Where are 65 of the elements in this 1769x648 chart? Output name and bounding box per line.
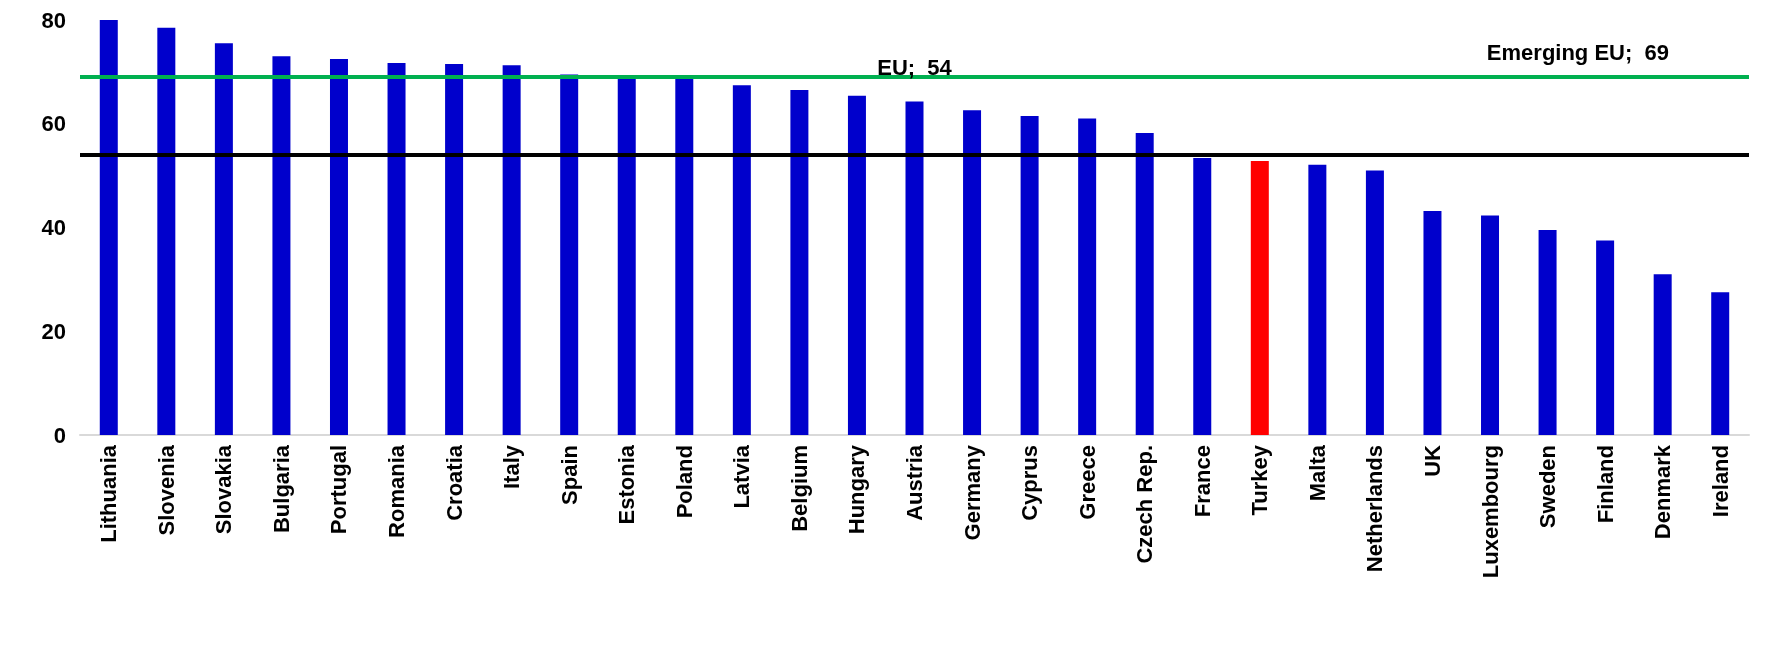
x-tick-label: Spain — [556, 445, 582, 505]
x-tick-label: Austria — [902, 444, 927, 521]
bar — [387, 63, 406, 435]
bar — [214, 43, 233, 435]
x-tick-label: Ireland — [1707, 445, 1733, 518]
bar — [272, 56, 291, 435]
x-tick-label: Italy — [499, 444, 525, 490]
bar — [1481, 215, 1500, 435]
bar — [1538, 230, 1557, 435]
bar — [1423, 210, 1442, 435]
bar — [847, 95, 866, 435]
x-tick-label: Czech Rep. — [1132, 445, 1158, 564]
bar — [329, 58, 348, 435]
bar — [732, 85, 751, 435]
y-tick-label: 40 — [41, 215, 66, 240]
y-tick-label: 60 — [41, 111, 66, 137]
y-tick-label: 80 — [41, 7, 66, 33]
x-tick-label: Sweden — [1535, 445, 1561, 529]
ref-line-label: EU; 54 — [877, 55, 953, 81]
x-tick-label: Netherlands — [1362, 445, 1388, 573]
x-tick-label: Denmark — [1650, 444, 1676, 540]
bar — [617, 77, 636, 435]
bar — [1020, 115, 1039, 435]
bar — [905, 101, 924, 435]
bar — [963, 110, 982, 435]
x-tick-label: Turkey — [1247, 444, 1273, 516]
ref-line-label: Emerging EU; 69 — [1486, 39, 1669, 65]
x-tick-label: Slovenia — [153, 444, 179, 536]
bar — [675, 78, 694, 435]
bar — [157, 27, 176, 435]
bar — [445, 64, 464, 435]
x-tick-label: Finland — [1592, 445, 1618, 524]
x-tick-label: Hungary — [844, 444, 870, 535]
bar — [99, 20, 118, 435]
bar — [502, 65, 521, 435]
bar — [1596, 240, 1615, 435]
x-tick-label: Estonia — [614, 444, 640, 525]
x-tick-label: Belgium — [786, 445, 812, 532]
bar — [1135, 133, 1154, 435]
x-tick-label: Greece — [1074, 445, 1100, 520]
bar — [1078, 118, 1097, 435]
x-tick-label: Latvia — [729, 444, 755, 509]
bar — [1308, 164, 1327, 435]
x-tick-label: Cyprus — [1017, 445, 1043, 521]
x-tick-label: France — [1189, 445, 1215, 518]
x-tick-label: Portugal — [326, 445, 352, 535]
x-tick-label: Malta — [1304, 444, 1330, 502]
bar — [1711, 292, 1730, 435]
x-tick-label: Bulgaria — [268, 444, 294, 534]
bar — [1653, 274, 1672, 435]
y-tick-label: 0 — [53, 422, 66, 448]
x-tick-label: Poland — [671, 445, 697, 519]
bar — [1193, 157, 1212, 435]
y-tick-label: 20 — [41, 318, 66, 344]
x-tick-label: Romania — [384, 444, 410, 538]
bar — [790, 90, 809, 435]
x-tick-label: Croatia — [441, 444, 467, 521]
bar — [560, 74, 579, 435]
bar — [1365, 170, 1384, 435]
x-tick-label: UK — [1419, 444, 1445, 477]
bar — [1250, 161, 1269, 435]
x-tick-label: Germany — [959, 444, 985, 541]
x-tick-label: Slovakia — [211, 444, 237, 535]
x-tick-label: Luxembourg — [1477, 445, 1503, 579]
x-tick-label: Lithuania — [96, 444, 122, 543]
